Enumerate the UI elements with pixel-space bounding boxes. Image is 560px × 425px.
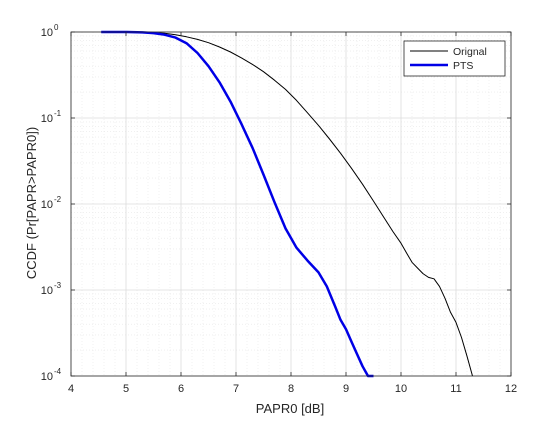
x-tick-label: 12 — [505, 383, 517, 395]
y-tick-exponent: -1 — [54, 109, 62, 118]
x-tick-label: 4 — [68, 383, 74, 395]
legend-label-orignal: Orignal — [453, 46, 487, 58]
x-tick-label: 10 — [395, 383, 407, 395]
legend: Orignal PTS — [403, 40, 506, 77]
y-tick-label: 10 — [41, 285, 53, 297]
y-tick-label: 10 — [41, 113, 53, 125]
y-tick-label: 10 — [41, 27, 53, 39]
y-tick-exponent: 0 — [54, 23, 59, 32]
y-axis-label: CCDF (Pr[PAPR>PAPR0]) — [24, 127, 39, 279]
x-tick-label: 9 — [343, 383, 349, 395]
x-tick-label: 11 — [450, 383, 461, 395]
x-tick-label: 8 — [288, 383, 294, 395]
legend-label-pts: PTS — [453, 60, 473, 72]
series-lines — [101, 30, 473, 378]
axes-box — [70, 31, 512, 377]
x-axis-label: PAPR0 [dB] — [256, 401, 324, 416]
y-tick-exponent: -2 — [54, 195, 62, 204]
x-tick-label: 7 — [233, 383, 239, 395]
x-tick-label: 6 — [178, 383, 184, 395]
y-tick-label: 10 — [41, 199, 53, 211]
series-line-orignal — [101, 31, 473, 377]
series-line-pts — [101, 30, 374, 378]
y-tick-exponent: -4 — [54, 367, 62, 376]
y-tick-exponent: -3 — [54, 281, 62, 290]
y-tick-label: 10 — [41, 371, 53, 383]
legend-box — [403, 40, 506, 77]
x-tick-label: 5 — [123, 383, 129, 395]
